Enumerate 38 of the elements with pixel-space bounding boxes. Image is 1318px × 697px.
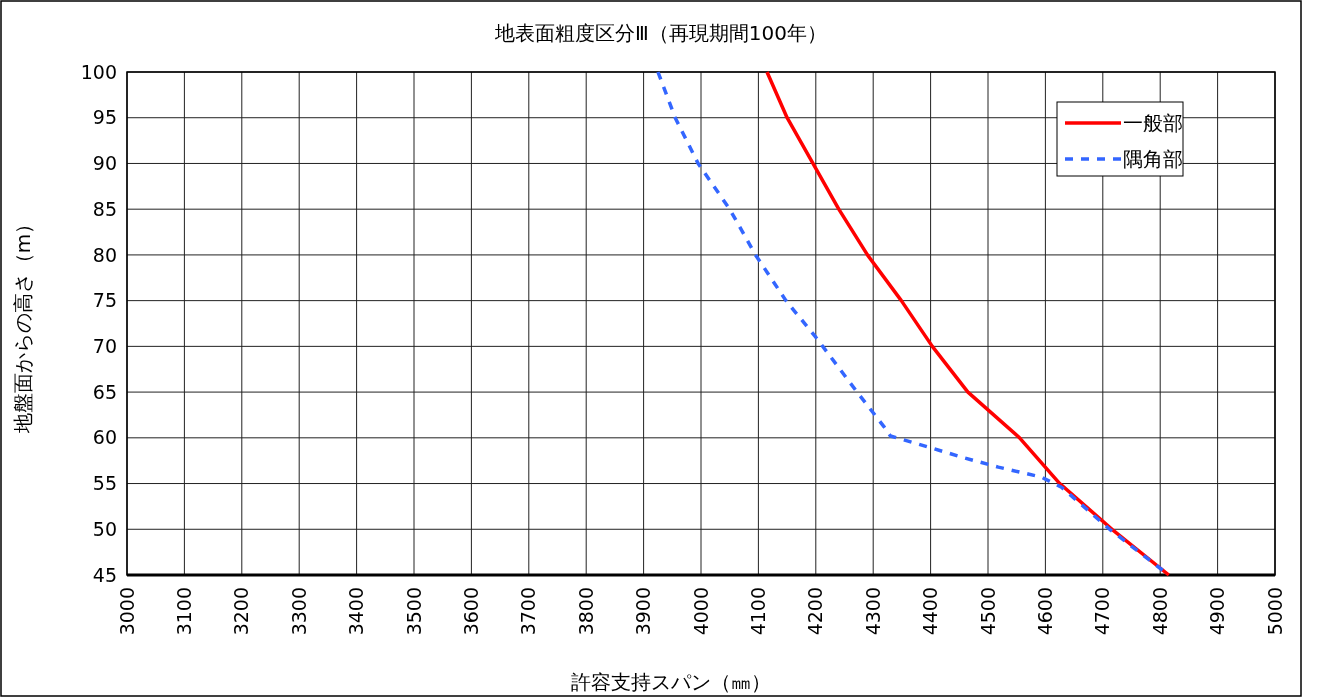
x-tick-label: 3900 (632, 587, 655, 636)
x-tick-label: 3100 (173, 587, 196, 636)
y-tick-label: 100 (80, 60, 117, 83)
x-axis-title: 許容支持スパン（㎜） (571, 670, 771, 694)
y-tick-label: 65 (92, 380, 117, 403)
y-tick-label: 60 (92, 426, 117, 449)
x-tick-label: 4300 (861, 587, 884, 636)
y-tick-label: 95 (92, 106, 117, 129)
x-tick-label: 3800 (574, 587, 597, 636)
x-tick-label: 3600 (460, 587, 483, 636)
x-tick-label: 3300 (287, 587, 310, 636)
x-tick-label: 4500 (976, 587, 999, 636)
y-tick-label: 90 (92, 152, 117, 175)
x-tick-label: 3000 (115, 587, 138, 636)
x-tick-label: 4600 (1034, 587, 1057, 636)
x-tick-label: 4400 (919, 587, 942, 636)
x-tick-label: 4900 (1206, 587, 1229, 636)
y-axis-title: 地盤面からの高さ（m） (11, 213, 35, 435)
legend-label: 一般部 (1123, 111, 1183, 135)
x-tick-label: 4700 (1091, 587, 1114, 636)
y-tick-label: 85 (92, 197, 117, 220)
x-tick-label: 4800 (1148, 587, 1171, 636)
x-tick-label: 4200 (804, 587, 827, 636)
legend-label: 隅角部 (1123, 147, 1183, 171)
x-tick-label: 3500 (402, 587, 425, 636)
x-tick-label: 3400 (345, 587, 368, 636)
y-tick-label: 80 (92, 243, 117, 266)
x-tick-label: 3200 (230, 587, 253, 636)
x-tick-label: 3700 (517, 587, 540, 636)
chart-title: 地表面粗度区分Ⅲ（再現期間100年） (494, 21, 827, 45)
y-tick-label: 55 (92, 472, 117, 495)
x-tick-label: 5000 (1263, 587, 1286, 636)
y-tick-label: 45 (92, 563, 117, 586)
x-tick-label: 4000 (689, 587, 712, 636)
y-tick-label: 75 (92, 289, 117, 312)
x-tick-label: 4100 (747, 587, 770, 636)
y-tick-label: 50 (92, 517, 117, 540)
y-tick-label: 70 (92, 335, 117, 358)
